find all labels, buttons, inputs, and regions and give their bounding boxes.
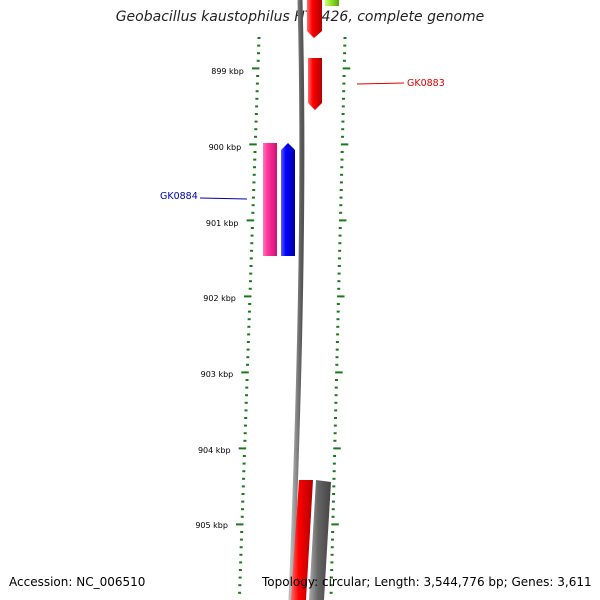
- tick-label: 899 kbp: [211, 67, 244, 76]
- gk0883-leader-line: [356, 82, 405, 85]
- tick-label: 905 kbp: [195, 521, 228, 530]
- gene-block-gk0884[interactable]: [263, 143, 277, 256]
- gene-label-gk0884[interactable]: GK0884: [160, 191, 198, 202]
- tick-label: 901 kbp: [206, 219, 239, 228]
- gene-block-gray-bottom[interactable]: [309, 480, 331, 600]
- accession-label: Accession: NC_006510: [9, 575, 146, 589]
- chromosome-backbone: [288, 0, 305, 600]
- tick-label: 903 kbp: [201, 370, 234, 379]
- gene-block-red-bottom[interactable]: [291, 480, 313, 600]
- gene-label-gk0883[interactable]: GK0883: [407, 78, 445, 89]
- tick-label: 904 kbp: [198, 446, 231, 455]
- gene-arrow-blue[interactable]: [281, 143, 295, 256]
- gene-arrow-gk0883[interactable]: [308, 58, 322, 110]
- tick-label: 900 kbp: [209, 143, 242, 152]
- genome-summary-label: Topology: circular; Length: 3,544,776 bp…: [262, 575, 592, 589]
- tick-scale-right: [329, 37, 351, 594]
- gene-block-green-top[interactable]: [325, 0, 339, 6]
- gene-arrow-red-top[interactable]: [307, 0, 322, 38]
- tick-label-group: 899 kbp 900 kbp 901 kbp 902 kbp 903 kbp 904 k…: [195, 67, 243, 530]
- gk0884-leader-line: [199, 197, 248, 200]
- tick-scale-left: [235, 37, 261, 594]
- tick-label: 902 kbp: [203, 294, 236, 303]
